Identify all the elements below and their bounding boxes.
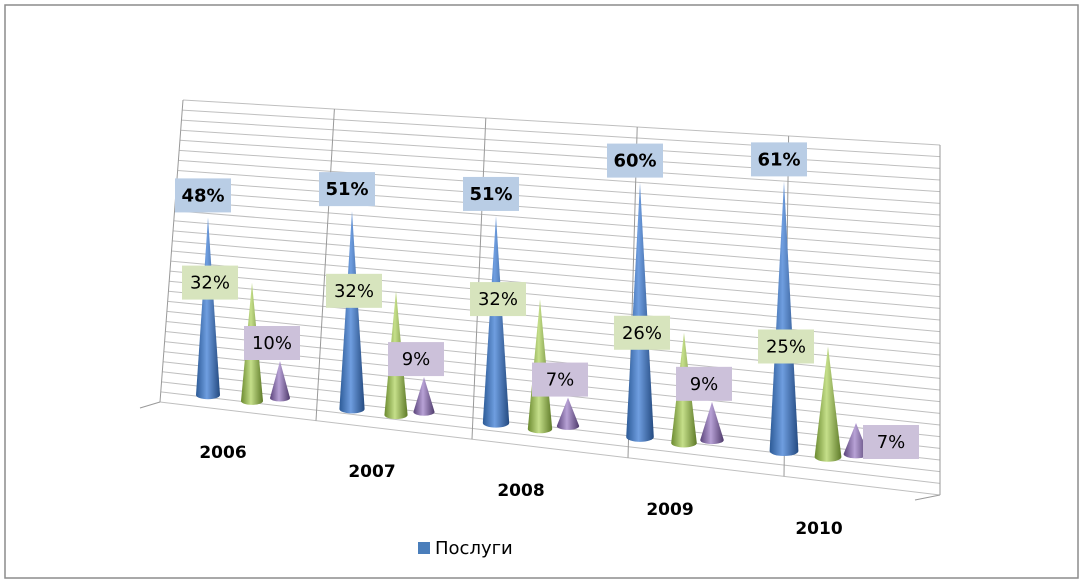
floor-edge: [914, 494, 941, 501]
cone: [556, 397, 580, 430]
wall-grid-line: [176, 190, 941, 251]
data-label: 32%: [334, 281, 374, 302]
data-label: 51%: [325, 179, 368, 200]
x-tick-label: 2006: [199, 443, 246, 463]
wall-divider: [159, 99, 184, 403]
data-label-box: [326, 273, 382, 308]
cone: [270, 361, 290, 402]
x-tick-label: 2010: [795, 519, 842, 539]
wall-grid-line: [166, 310, 941, 391]
data-label-box: [614, 315, 670, 350]
data-label: 7%: [877, 432, 906, 453]
wall-grid-line: [172, 230, 941, 298]
data-label: 61%: [757, 149, 800, 170]
data-label-box: [470, 282, 526, 317]
data-label: 26%: [622, 323, 662, 344]
cone: [482, 215, 510, 428]
cone: [413, 377, 435, 416]
data-label-box: [463, 176, 519, 211]
data-label: 32%: [478, 289, 518, 310]
back-wall: [139, 99, 941, 501]
x-tick-label: 2007: [348, 462, 395, 482]
wall-grid-line: [170, 260, 941, 333]
cone: [814, 346, 842, 462]
x-tick-label: 2008: [497, 481, 544, 501]
wall-grid-line: [174, 210, 941, 274]
wall-grid-line: [175, 200, 941, 263]
wall-grid-line: [181, 119, 941, 169]
wall-grid-line: [180, 129, 941, 181]
data-label: 25%: [766, 337, 806, 358]
data-label: 32%: [190, 273, 230, 294]
data-label: 9%: [402, 349, 431, 370]
data-label-box: [319, 172, 375, 207]
wall-grid-line: [171, 250, 941, 321]
data-label-box: [388, 342, 444, 377]
wall-divider: [471, 117, 487, 440]
wall-grid-line: [173, 220, 941, 286]
legend-label: Послуги: [435, 538, 513, 559]
floor-edge: [139, 401, 161, 409]
wall-grid-line: [177, 169, 941, 228]
data-label: 51%: [469, 184, 512, 205]
data-label: 9%: [690, 374, 719, 395]
data-label-box: [751, 142, 807, 177]
data-label-box: [863, 425, 919, 459]
wall-grid-line: [179, 149, 941, 204]
data-label: 60%: [613, 151, 656, 172]
wall-grid-line: [163, 361, 941, 449]
cone: [843, 423, 869, 459]
cone: [769, 181, 799, 457]
cone: [700, 401, 724, 445]
data-label-box: [182, 265, 238, 300]
cone: [626, 182, 654, 442]
data-label-box: [532, 362, 588, 397]
wall-grid-line: [182, 109, 941, 158]
cone: [196, 217, 220, 400]
data-label: 48%: [181, 185, 224, 206]
data-label-box: [758, 329, 814, 364]
legend-swatch: [418, 542, 430, 554]
wall-grid-line: [179, 139, 941, 193]
data-label-box: [676, 366, 732, 401]
wall-grid-line: [159, 401, 941, 496]
data-label-box: [607, 143, 663, 178]
wall-grid-line: [160, 391, 941, 484]
plot: 2006 48% 32% 10% 2007 51% 32% 9% 2008 51% 32% 7% 200…: [175, 142, 919, 539]
wall-divider: [315, 108, 335, 421]
wall-grid-line: [176, 180, 941, 239]
wall-grid-line: [178, 159, 941, 216]
wall-grid-line: [182, 99, 941, 146]
x-tick-label: 2009: [646, 500, 693, 520]
data-label: 10%: [252, 333, 292, 354]
data-label-box: [244, 326, 300, 360]
wall-grid-line: [162, 371, 941, 461]
data-label-box: [175, 178, 231, 213]
data-label: 7%: [546, 370, 575, 391]
wall-grid-line: [167, 300, 941, 379]
cone: [339, 211, 365, 414]
wall-grid-line: [172, 240, 941, 309]
